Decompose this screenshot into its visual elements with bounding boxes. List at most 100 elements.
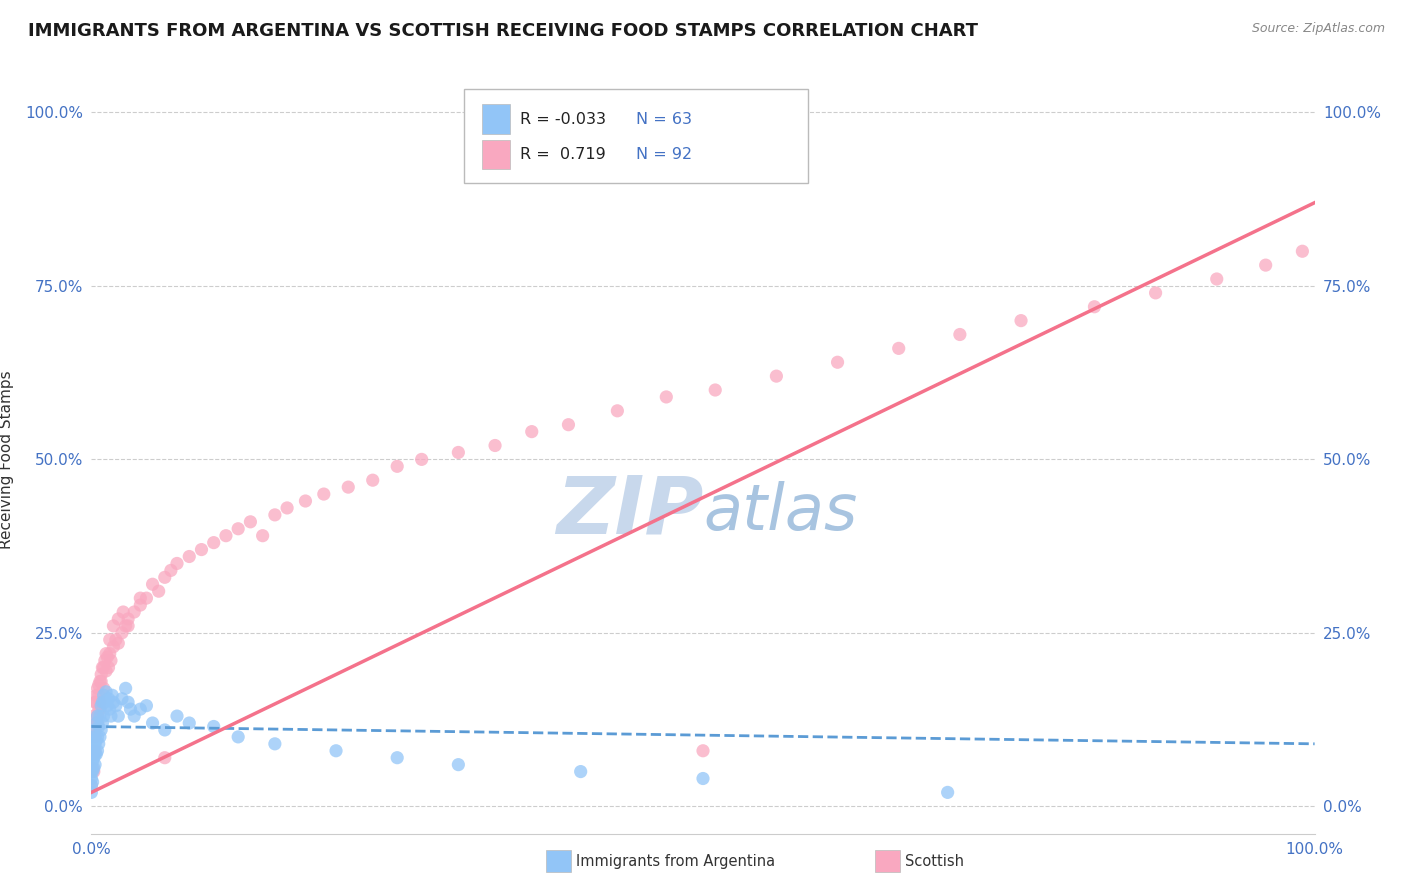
- Point: [325, 744, 347, 758]
- Text: N = 92: N = 92: [636, 147, 692, 162]
- Point: [84, 695, 107, 709]
- Point: [83, 709, 105, 723]
- Point: [827, 355, 849, 369]
- Point: [98, 632, 121, 647]
- Point: [84, 757, 107, 772]
- Point: [86, 716, 108, 731]
- Point: [82, 754, 104, 768]
- Point: [226, 522, 249, 536]
- Point: [111, 691, 134, 706]
- Point: [202, 719, 225, 733]
- Point: [1291, 244, 1313, 259]
- Point: [84, 730, 107, 744]
- Point: [80, 785, 103, 799]
- Point: [96, 698, 118, 713]
- Point: [117, 612, 139, 626]
- Point: [692, 772, 714, 786]
- Point: [166, 709, 188, 723]
- Point: [264, 737, 287, 751]
- Point: [252, 529, 274, 543]
- Point: [153, 570, 176, 584]
- Text: ZIP: ZIP: [555, 473, 703, 551]
- Point: [84, 695, 107, 709]
- Point: [100, 709, 122, 723]
- Point: [91, 660, 114, 674]
- Point: [103, 695, 125, 709]
- Point: [86, 709, 108, 723]
- Point: [148, 584, 170, 599]
- Point: [179, 716, 201, 731]
- Point: [82, 764, 104, 779]
- Point: [89, 709, 111, 723]
- Point: [294, 494, 316, 508]
- Point: [84, 688, 107, 702]
- Point: [104, 698, 127, 713]
- Point: [97, 660, 120, 674]
- Point: [107, 709, 129, 723]
- Point: [129, 598, 152, 612]
- Point: [87, 719, 110, 733]
- Point: [82, 775, 104, 789]
- Point: [520, 425, 543, 439]
- Point: [160, 563, 183, 577]
- Point: [91, 716, 114, 731]
- Point: [692, 744, 714, 758]
- Point: [90, 698, 112, 713]
- Point: [84, 747, 107, 762]
- Point: [94, 685, 117, 699]
- Point: [93, 660, 115, 674]
- Point: [82, 730, 104, 744]
- Point: [90, 667, 112, 681]
- Point: [1205, 272, 1227, 286]
- Point: [93, 688, 115, 702]
- Point: [84, 716, 107, 731]
- Point: [94, 695, 117, 709]
- Point: [264, 508, 287, 522]
- Point: [83, 730, 105, 744]
- Point: [83, 747, 105, 762]
- Point: [153, 723, 176, 737]
- Point: [190, 542, 212, 557]
- Text: atlas: atlas: [703, 481, 858, 543]
- Point: [101, 688, 124, 702]
- Point: [276, 500, 298, 515]
- Point: [385, 459, 409, 474]
- Point: [83, 761, 105, 775]
- Point: [135, 698, 157, 713]
- Point: [84, 716, 107, 731]
- Point: [239, 515, 262, 529]
- Point: [337, 480, 360, 494]
- Text: Scottish: Scottish: [905, 854, 965, 869]
- Point: [606, 404, 628, 418]
- Y-axis label: Receiving Food Stamps: Receiving Food Stamps: [0, 370, 14, 549]
- Point: [447, 757, 470, 772]
- Text: IMMIGRANTS FROM ARGENTINA VS SCOTTISH RECEIVING FOOD STAMPS CORRELATION CHART: IMMIGRANTS FROM ARGENTINA VS SCOTTISH RE…: [28, 22, 979, 40]
- Point: [84, 723, 107, 737]
- Point: [87, 678, 110, 692]
- Text: R =  0.719: R = 0.719: [520, 147, 606, 162]
- Text: N = 63: N = 63: [636, 112, 692, 127]
- Point: [202, 535, 225, 549]
- Point: [103, 640, 125, 654]
- Point: [179, 549, 201, 564]
- Point: [704, 383, 727, 397]
- Point: [447, 445, 470, 459]
- Point: [83, 730, 105, 744]
- Point: [765, 369, 787, 384]
- Point: [153, 750, 176, 764]
- Point: [80, 779, 103, 793]
- Point: [120, 702, 142, 716]
- Point: [89, 702, 111, 716]
- Point: [83, 764, 105, 779]
- Point: [107, 612, 129, 626]
- Point: [361, 473, 384, 487]
- Point: [91, 695, 114, 709]
- Point: [93, 709, 115, 723]
- Point: [114, 681, 136, 696]
- Point: [89, 695, 111, 709]
- Point: [98, 647, 121, 661]
- Point: [84, 733, 107, 747]
- Point: [1254, 258, 1277, 272]
- Point: [569, 764, 592, 779]
- Point: [103, 619, 125, 633]
